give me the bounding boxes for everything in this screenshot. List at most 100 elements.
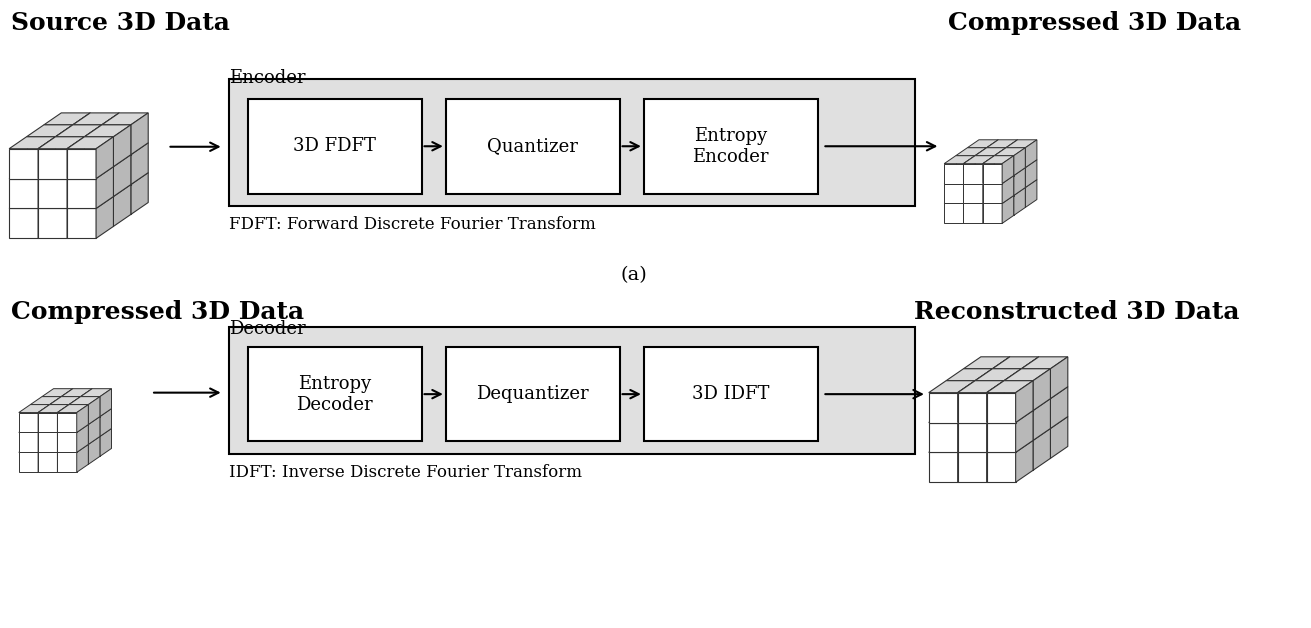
Polygon shape <box>9 197 55 208</box>
Polygon shape <box>1050 416 1067 458</box>
Polygon shape <box>42 389 73 397</box>
Polygon shape <box>944 183 964 203</box>
Polygon shape <box>964 176 995 183</box>
Polygon shape <box>928 411 975 423</box>
Polygon shape <box>964 428 992 458</box>
Polygon shape <box>975 156 995 176</box>
Polygon shape <box>968 188 987 207</box>
Polygon shape <box>992 369 1021 399</box>
Polygon shape <box>964 183 983 203</box>
Polygon shape <box>1033 428 1050 470</box>
Polygon shape <box>69 416 100 425</box>
Polygon shape <box>1016 440 1033 482</box>
Polygon shape <box>983 203 1002 224</box>
Polygon shape <box>62 397 80 416</box>
Polygon shape <box>983 156 995 183</box>
Polygon shape <box>50 425 69 445</box>
Polygon shape <box>1006 188 1025 207</box>
Polygon shape <box>947 411 975 440</box>
Polygon shape <box>964 399 992 428</box>
Polygon shape <box>1050 357 1067 399</box>
Polygon shape <box>38 137 84 149</box>
Polygon shape <box>26 154 73 166</box>
Polygon shape <box>983 183 1002 203</box>
Polygon shape <box>947 399 992 411</box>
Polygon shape <box>968 160 998 168</box>
Polygon shape <box>975 168 987 195</box>
Bar <box>248 99 422 193</box>
Polygon shape <box>992 428 1021 458</box>
Polygon shape <box>975 168 1006 176</box>
Text: Reconstructed 3D Data: Reconstructed 3D Data <box>914 300 1240 324</box>
Text: FDFT: Forward Discrete Fourier Transform: FDFT: Forward Discrete Fourier Transform <box>229 217 597 234</box>
Polygon shape <box>43 125 73 154</box>
Polygon shape <box>102 173 148 185</box>
Polygon shape <box>67 137 114 149</box>
Polygon shape <box>38 445 50 472</box>
Polygon shape <box>55 125 73 166</box>
Polygon shape <box>84 185 102 226</box>
Polygon shape <box>958 381 1004 392</box>
Polygon shape <box>114 125 131 166</box>
Polygon shape <box>9 166 55 178</box>
Polygon shape <box>1033 369 1050 411</box>
Polygon shape <box>987 411 1033 423</box>
Polygon shape <box>975 399 992 440</box>
Polygon shape <box>67 197 84 239</box>
Polygon shape <box>947 369 992 381</box>
Polygon shape <box>1004 399 1021 440</box>
Polygon shape <box>1006 180 1017 207</box>
Polygon shape <box>58 425 88 433</box>
Polygon shape <box>62 428 92 436</box>
Polygon shape <box>77 445 88 472</box>
Polygon shape <box>50 416 80 425</box>
Text: Compressed 3D Data: Compressed 3D Data <box>948 11 1242 35</box>
Polygon shape <box>18 404 50 413</box>
Bar <box>644 99 818 193</box>
Polygon shape <box>73 173 119 185</box>
Polygon shape <box>975 188 1006 195</box>
Polygon shape <box>947 381 975 411</box>
Polygon shape <box>30 416 62 425</box>
Polygon shape <box>987 381 1033 392</box>
Polygon shape <box>50 445 69 464</box>
Polygon shape <box>38 197 55 239</box>
Polygon shape <box>69 404 88 425</box>
Polygon shape <box>55 185 102 197</box>
Polygon shape <box>42 409 73 416</box>
Polygon shape <box>975 369 992 411</box>
Polygon shape <box>62 416 80 436</box>
Polygon shape <box>84 166 114 197</box>
Polygon shape <box>1016 381 1033 423</box>
Polygon shape <box>73 125 102 154</box>
Polygon shape <box>987 381 1004 423</box>
Polygon shape <box>995 168 1006 195</box>
Polygon shape <box>80 416 100 436</box>
Polygon shape <box>55 166 84 197</box>
Bar <box>248 347 422 441</box>
Text: IDFT: Inverse Discrete Fourier Transform: IDFT: Inverse Discrete Fourier Transform <box>229 464 582 481</box>
Polygon shape <box>114 154 131 197</box>
Polygon shape <box>987 440 1033 452</box>
Polygon shape <box>43 154 73 185</box>
Polygon shape <box>987 423 1016 452</box>
Polygon shape <box>975 176 995 195</box>
Polygon shape <box>26 125 73 137</box>
Polygon shape <box>84 154 131 166</box>
Polygon shape <box>987 411 1004 452</box>
Polygon shape <box>38 166 84 178</box>
Polygon shape <box>987 160 998 188</box>
Polygon shape <box>42 416 62 436</box>
Polygon shape <box>1016 411 1033 452</box>
Polygon shape <box>944 203 964 224</box>
Polygon shape <box>964 156 995 164</box>
Polygon shape <box>995 188 1025 195</box>
Polygon shape <box>67 166 84 208</box>
Polygon shape <box>1021 416 1038 458</box>
Polygon shape <box>55 125 102 137</box>
Polygon shape <box>992 357 1038 369</box>
Polygon shape <box>987 148 1006 168</box>
Polygon shape <box>9 137 55 149</box>
Polygon shape <box>956 176 975 195</box>
Polygon shape <box>58 404 69 433</box>
